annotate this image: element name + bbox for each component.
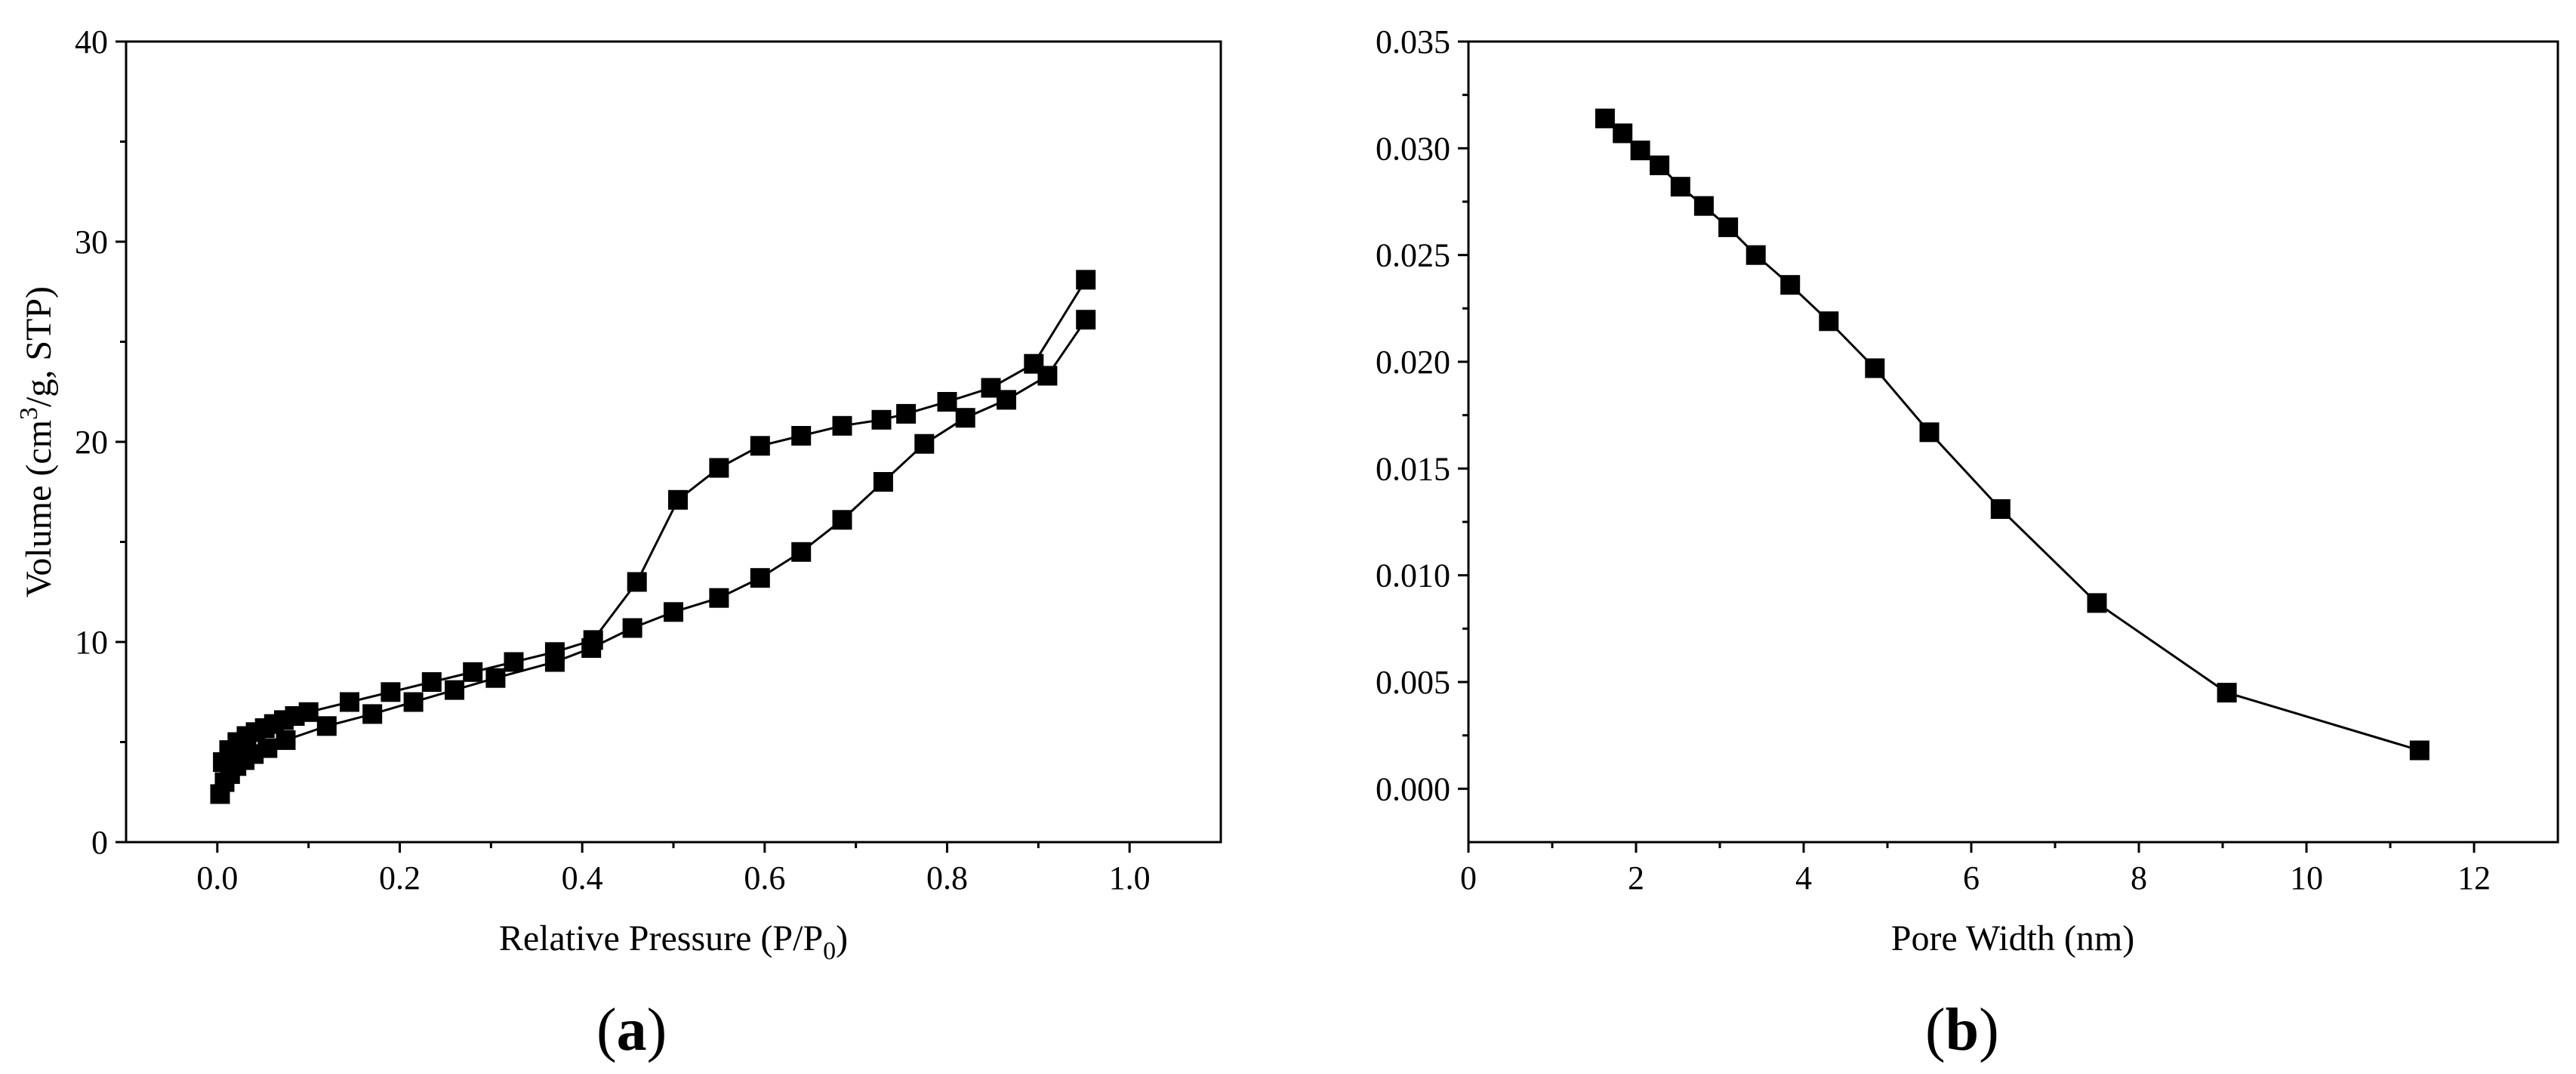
data-point — [504, 652, 524, 672]
data-point — [213, 752, 233, 772]
data-point — [1595, 108, 1615, 128]
y-tick-label: 40 — [75, 23, 108, 60]
y-tick-label: 0.035 — [1376, 23, 1450, 60]
data-point — [1693, 196, 1714, 216]
y-axis-label-a: Volume (cm3/g, STP) — [15, 286, 59, 597]
data-point — [981, 378, 1001, 398]
x-tick-label: 1.0 — [1109, 860, 1151, 897]
data-point — [709, 588, 729, 608]
y-tick-label: 0.000 — [1376, 770, 1450, 807]
data-point — [791, 426, 812, 446]
series-line-2 — [221, 279, 1087, 763]
data-point — [1780, 275, 1801, 295]
data-point — [1990, 499, 2011, 519]
y-tick-label: 10 — [75, 624, 108, 661]
data-point — [1613, 123, 1633, 144]
x-tick-label: 0.8 — [926, 860, 968, 897]
data-point — [316, 716, 337, 736]
x-tick-label: 10 — [2290, 860, 2323, 897]
data-point — [871, 409, 892, 430]
data-point — [832, 510, 852, 530]
series-markers-b — [1595, 108, 2430, 761]
plot-frame-b — [1467, 40, 2559, 844]
tick-marks-b — [1458, 40, 2476, 853]
data-point — [445, 680, 464, 700]
y-tick-label: 0.015 — [1376, 450, 1450, 487]
data-point — [1024, 353, 1044, 374]
data-point — [403, 692, 424, 712]
series-markers-a — [210, 270, 1096, 804]
data-point — [750, 436, 770, 456]
data-point — [896, 403, 917, 424]
x-tick-label: 2 — [1628, 860, 1644, 897]
data-point — [750, 568, 770, 588]
data-point — [362, 704, 383, 724]
y-tick-label: 0.025 — [1376, 237, 1450, 274]
data-point — [622, 618, 642, 638]
y-tick-label: 0.020 — [1376, 344, 1450, 381]
tick-marks-a — [116, 40, 1131, 853]
x-tick-label: 0.6 — [744, 860, 785, 897]
data-point — [873, 472, 893, 492]
data-point — [1650, 155, 1670, 175]
y-tick-label: 0 — [91, 824, 108, 861]
y-tick-label: 0.030 — [1376, 130, 1450, 167]
x-tick-label: 0.4 — [562, 860, 603, 897]
x-axis-label-b: Pore Width (nm) — [1891, 918, 2134, 958]
x-tick-label: 12 — [2457, 860, 2491, 897]
data-point — [2087, 593, 2107, 613]
data-point — [937, 392, 957, 412]
x-tick-label: 0.0 — [196, 860, 238, 897]
data-point — [1670, 177, 1690, 197]
y-tick-label: 30 — [75, 224, 108, 261]
data-point — [1076, 270, 1096, 290]
data-point — [1865, 358, 1885, 378]
data-point — [463, 662, 483, 682]
data-point — [1919, 422, 1940, 443]
y-tick-label: 20 — [75, 424, 108, 461]
series-line-1 — [1604, 117, 2420, 751]
panel-label-a: (a) — [596, 997, 667, 1063]
data-point — [627, 572, 647, 592]
data-point — [1076, 310, 1096, 330]
data-point — [709, 458, 729, 478]
data-point — [583, 630, 603, 650]
series-line-1 — [219, 319, 1087, 795]
data-point — [485, 668, 506, 688]
series-lines-a — [219, 279, 1087, 795]
data-point — [1718, 217, 1739, 237]
data-point — [381, 682, 401, 702]
data-point — [421, 672, 442, 692]
panel-b-pore-size-distribution: 0 2 4 6 8 10 12 0.000 0.005 0.010 0.015 0.020 0.025 0… — [1376, 23, 2559, 1063]
x-tick-label: 0 — [1460, 860, 1477, 897]
x-tick-label: 8 — [2131, 860, 2147, 897]
data-point — [955, 408, 975, 428]
data-point — [1819, 311, 1839, 332]
x-tick-label: 6 — [1963, 860, 1980, 897]
data-point — [664, 602, 683, 622]
data-point — [832, 415, 852, 436]
data-point — [668, 489, 688, 510]
x-tick-label: 4 — [1795, 860, 1812, 897]
panel-label-b: (b) — [1925, 997, 1999, 1063]
x-tick-label: 0.2 — [379, 860, 421, 897]
tick-labels-a: 0.0 0.2 0.4 0.6 0.8 1.0 0 10 20 30 40 — [75, 23, 1151, 897]
data-point — [2409, 740, 2430, 761]
data-point — [1746, 245, 1766, 265]
data-point — [2217, 683, 2237, 703]
y-tick-label: 0.005 — [1376, 664, 1450, 701]
x-axis-label-a: Relative Pressure (P/P0) — [499, 918, 848, 965]
series-lines-b — [1604, 117, 2420, 751]
data-point — [914, 434, 935, 454]
data-point — [1630, 140, 1650, 161]
data-point — [544, 642, 565, 662]
data-point — [791, 542, 812, 562]
tick-labels-b: 0 2 4 6 8 10 12 0.000 0.005 0.010 0.015 0.020 0.025 0… — [1376, 23, 2491, 897]
data-point — [340, 692, 359, 712]
panel-a-adsorption-isotherm: 0.0 0.2 0.4 0.6 0.8 1.0 0 10 20 30 40 Relative Pre… — [15, 23, 1222, 1063]
y-tick-label: 0.010 — [1376, 557, 1450, 594]
